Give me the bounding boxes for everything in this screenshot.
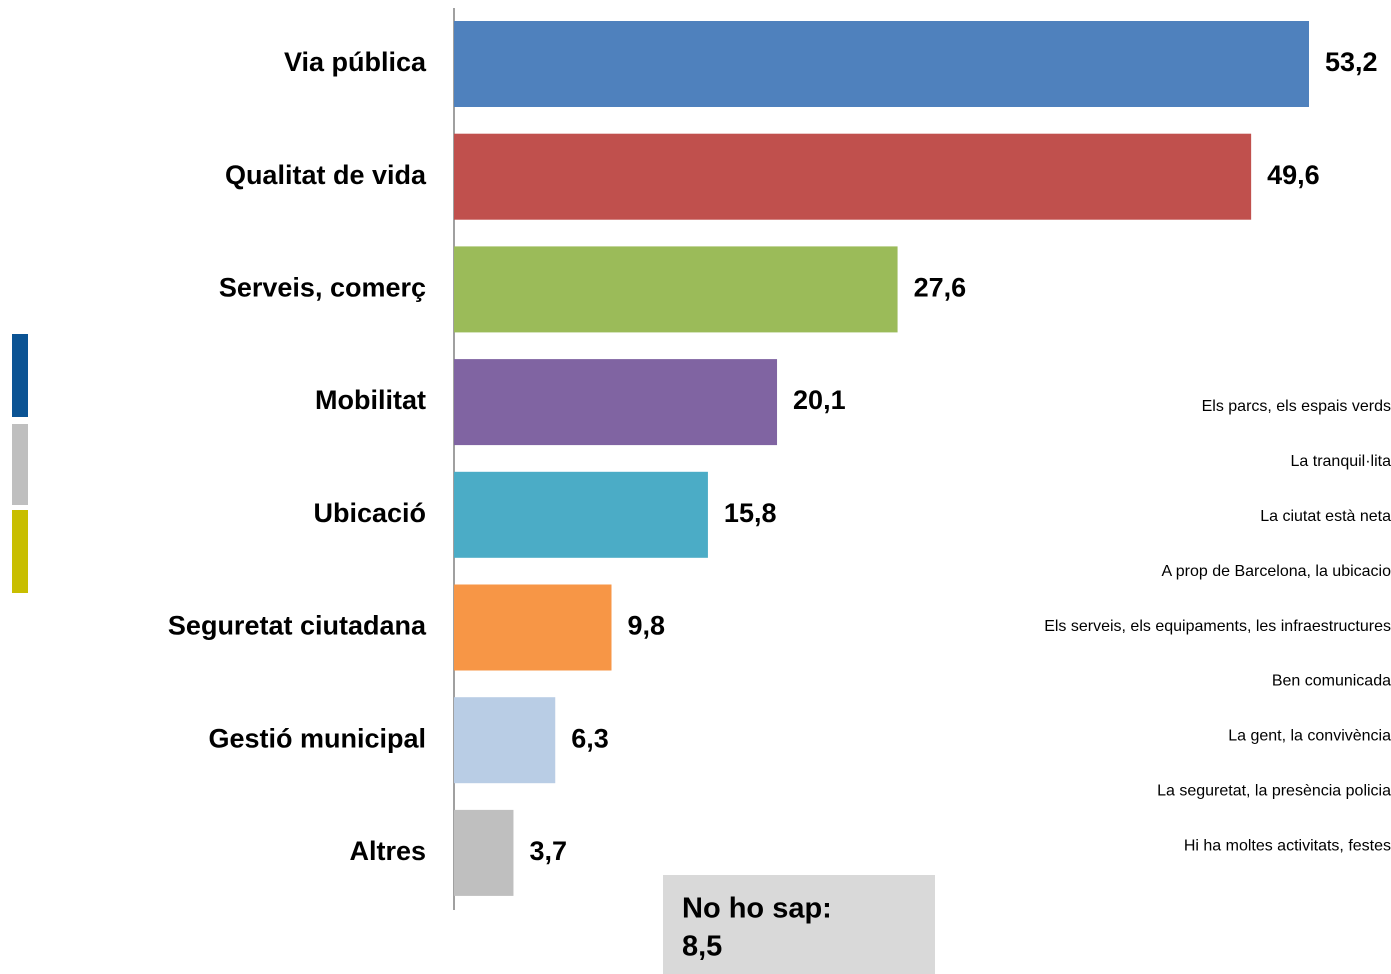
category-label: Gestió municipal (208, 723, 426, 753)
annotation: La gent, la convivència (1228, 728, 1391, 745)
category-label: Altres (349, 836, 426, 866)
category-label: Mobilitat (315, 385, 426, 415)
category-label: Seguretat ciutadana (168, 611, 427, 641)
bar (454, 21, 1309, 107)
annotation: La seguretat, la presència policia (1157, 783, 1391, 800)
value-label: 20,1 (793, 385, 846, 415)
bar (454, 246, 898, 333)
category-label: Serveis, comerç (219, 273, 426, 303)
value-label: 53,2 (1325, 47, 1378, 77)
value-label: 27,6 (914, 273, 967, 303)
bar (454, 697, 556, 784)
bar (454, 133, 1252, 220)
annotation: Els serveis, els equipaments, les infrae… (1044, 618, 1391, 635)
value-label: 3,7 (529, 836, 567, 866)
category-label: Via pública (284, 47, 427, 77)
value-label: 49,6 (1267, 160, 1320, 190)
annotation: Els parcs, els espais verds (1202, 398, 1391, 415)
category-label: Qualitat de vida (225, 160, 427, 190)
bar (454, 809, 514, 896)
bar (454, 359, 778, 446)
unknown-value: 8,5 (682, 931, 722, 963)
annotation: A prop de Barcelona, la ubicacio (1162, 563, 1391, 580)
annotation: Ben comunicada (1272, 673, 1391, 690)
annotation: La tranquil·lita (1291, 453, 1391, 470)
unknown-label: No ho sap: (682, 893, 832, 925)
legend-stripe (12, 334, 28, 417)
legend-stripe (12, 510, 28, 593)
unknown-box (663, 875, 935, 974)
annotation: Hi ha moltes activitats, festes (1184, 837, 1391, 854)
value-label: 15,8 (724, 498, 777, 528)
value-label: 9,8 (628, 611, 666, 641)
category-label: Ubicació (313, 498, 426, 528)
legend-stripe (12, 424, 28, 505)
bar (454, 584, 612, 671)
bar (454, 471, 708, 558)
value-label: 6,3 (571, 723, 609, 753)
annotation: La ciutat està neta (1260, 508, 1391, 525)
